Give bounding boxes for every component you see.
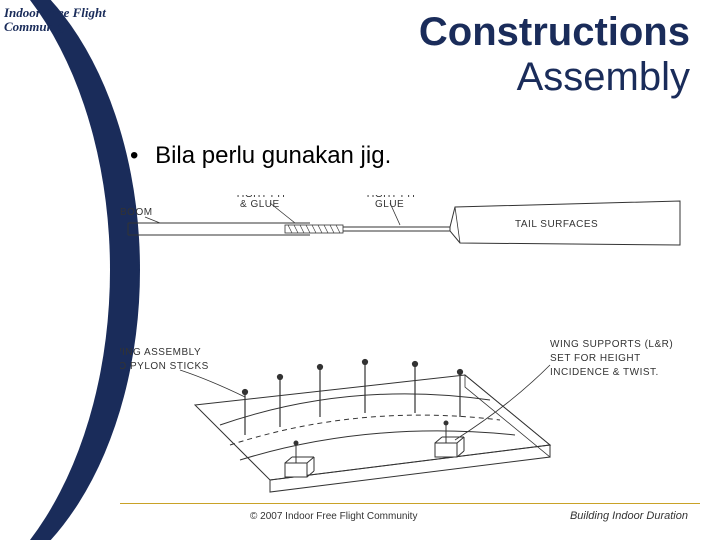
- bullet-text: Bila perlu gunakan jig.: [155, 142, 391, 169]
- sidebar-crescent: [0, 0, 140, 540]
- label-tight1b: & GLUE: [240, 199, 280, 210]
- label-tight2b: GLUE: [375, 199, 404, 210]
- label-boom: BOOM: [120, 207, 153, 218]
- footer-divider: [120, 503, 700, 504]
- label-wing-assembly-2: TO PYLON STICKS: [120, 361, 209, 372]
- label-wing-supports-1: WING SUPPORTS (L&R): [550, 339, 673, 350]
- bottom-diagram: WING ASSEMBLY TO PYLON STICKS WING SUPPO…: [120, 339, 673, 492]
- logo-line1: Indoor Free Flight: [4, 6, 106, 20]
- footer-copyright: © 2007 Indoor Free Flight Community: [250, 511, 417, 522]
- technical-diagram: TIGHT FIT & GLUE TIGHT FIT GLUE BOOM TAI…: [120, 195, 700, 495]
- top-diagram: TIGHT FIT & GLUE TIGHT FIT GLUE BOOM TAI…: [120, 195, 680, 245]
- footer-title: Building Indoor Duration: [570, 510, 688, 522]
- logo: Indoor Free Flight Community: [4, 6, 106, 35]
- label-wing-supports-3: INCIDENCE & TWIST.: [550, 367, 659, 378]
- diagram-area: TIGHT FIT & GLUE TIGHT FIT GLUE BOOM TAI…: [120, 195, 700, 495]
- slide: Indoor Free Flight Community Constructio…: [0, 0, 720, 540]
- bullet-point: • Bila perlu gunakan jig.: [130, 142, 391, 170]
- label-wing-supports-2: SET FOR HEIGHT: [550, 353, 641, 364]
- title-sub: Assembly: [419, 55, 690, 100]
- slide-title: Constructions Assembly: [419, 10, 690, 100]
- label-wing-assembly-1: WING ASSEMBLY: [120, 347, 201, 358]
- title-main: Constructions: [419, 10, 690, 55]
- bullet-marker: •: [130, 142, 138, 170]
- logo-line2: Community: [4, 20, 106, 34]
- label-tail: TAIL SURFACES: [515, 219, 598, 230]
